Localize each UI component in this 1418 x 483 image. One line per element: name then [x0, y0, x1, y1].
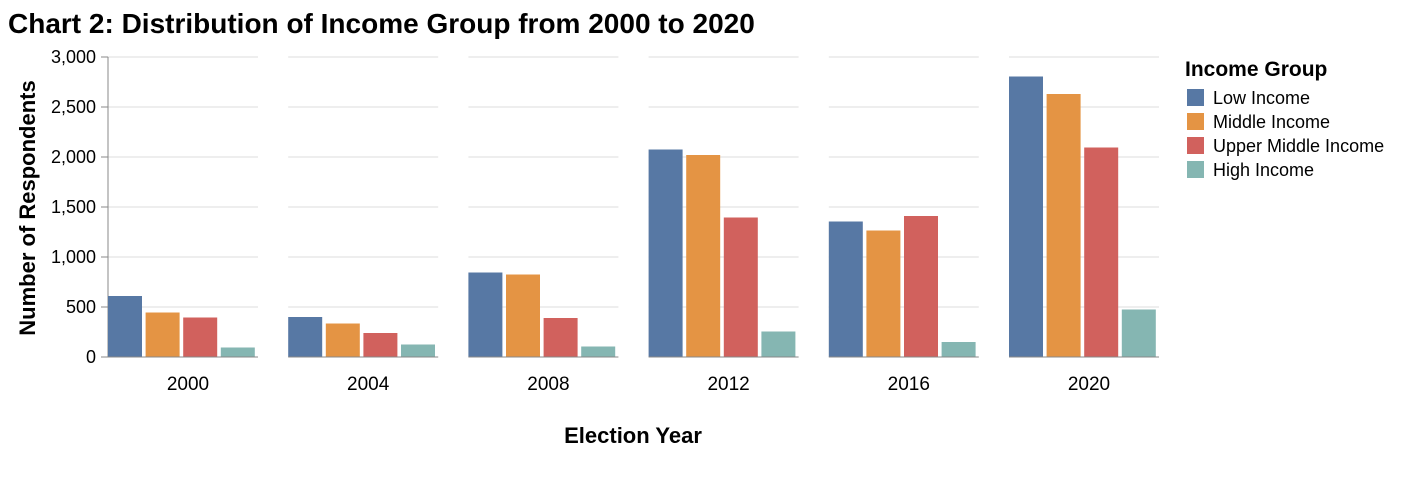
bar	[468, 272, 503, 357]
bar	[108, 296, 142, 357]
y-tick-label: 500	[66, 297, 96, 317]
bar	[904, 216, 938, 357]
bar	[543, 318, 578, 357]
bar	[686, 155, 721, 357]
bar	[1009, 76, 1043, 357]
x-tick-label: 2016	[888, 374, 930, 395]
bar	[1121, 309, 1156, 357]
legend-label: Middle Income	[1213, 112, 1330, 132]
y-axis-title: Number of Respondents	[15, 80, 40, 335]
y-tick-label: 0	[86, 347, 96, 367]
legend-label: Low Income	[1213, 88, 1310, 108]
bar	[288, 317, 323, 357]
y-tick-label: 1,500	[51, 197, 96, 217]
bar	[1046, 94, 1081, 357]
x-tick-label: 2020	[1068, 374, 1110, 395]
legend-swatch	[1187, 137, 1204, 154]
legend-label: Upper Middle Income	[1213, 136, 1384, 156]
bar	[401, 344, 435, 357]
bar	[183, 317, 218, 357]
x-tick-label: 2012	[707, 374, 749, 395]
bar	[363, 333, 398, 357]
legend-label: High Income	[1213, 160, 1314, 180]
chart-title: Chart 2: Distribution of Income Group fr…	[8, 8, 755, 39]
legend-swatch	[1187, 89, 1204, 106]
y-tick-label: 1,000	[51, 247, 96, 267]
bar	[145, 312, 180, 357]
legend-swatch	[1187, 161, 1204, 178]
y-axis: 0 500 1,000 1,500 2,000 2,500 3,000	[51, 47, 109, 367]
bar	[761, 331, 796, 357]
legend-title: Income Group	[1185, 58, 1327, 81]
bar	[506, 274, 540, 357]
grid-layer	[108, 56, 1159, 308]
legend: Income Group Low Income Middle Income Uppe…	[1185, 58, 1384, 180]
bar	[220, 347, 255, 357]
bar	[866, 230, 901, 357]
x-tick-label: 2004	[347, 374, 390, 395]
y-tick-label: 2,000	[51, 147, 96, 167]
bar	[1084, 147, 1119, 357]
y-tick-label: 2,500	[51, 97, 96, 117]
x-tick-label: 2000	[167, 374, 209, 395]
x-axis-title: Election Year	[564, 423, 702, 448]
legend-swatch	[1187, 113, 1204, 130]
x-tick-label: 2008	[527, 374, 569, 395]
bar	[828, 221, 863, 357]
x-axis: 2000 2004 2008 2012 2016 2020	[108, 356, 1159, 395]
bar	[723, 217, 758, 357]
bar	[941, 342, 976, 357]
y-tick-label: 3,000	[51, 47, 96, 67]
bars-layer	[108, 76, 1156, 357]
bar	[325, 323, 360, 357]
bar	[648, 149, 683, 357]
bar	[581, 346, 616, 357]
